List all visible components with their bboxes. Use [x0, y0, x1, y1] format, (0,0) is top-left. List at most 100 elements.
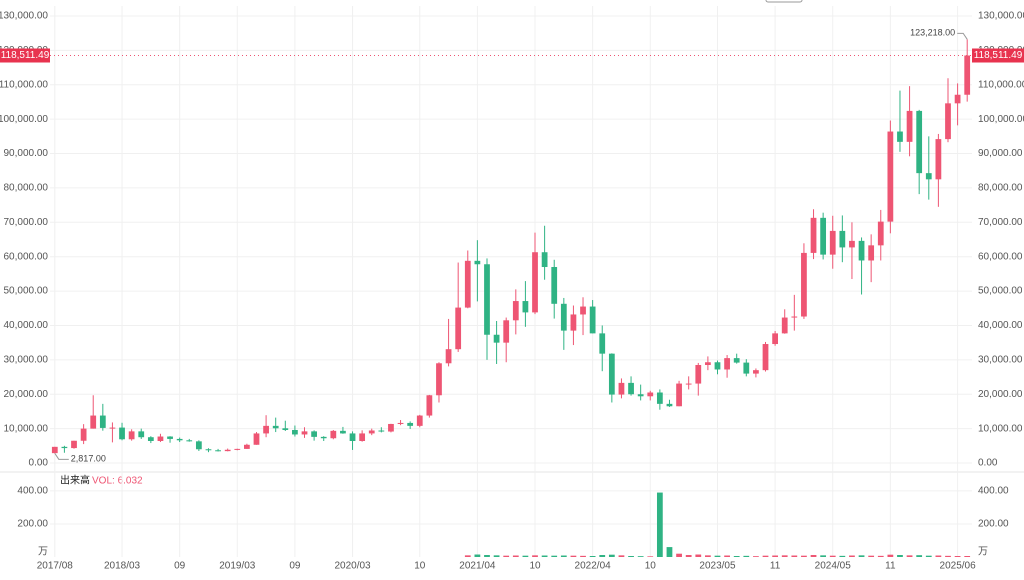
candle-body — [676, 383, 682, 407]
volume-bar — [829, 555, 836, 557]
candle-body — [916, 110, 923, 174]
volume-bar — [484, 555, 490, 557]
y-tick-label-right: 0.00 — [978, 458, 998, 469]
volume-tick-label-right: 400.00 — [978, 486, 1009, 497]
volume-bar — [676, 553, 682, 557]
volume-bar — [935, 555, 942, 557]
candle-body — [522, 301, 529, 313]
x-tick-label: 2023/05 — [699, 561, 736, 572]
candle-body — [887, 131, 894, 222]
y-tick-label: 0.00 — [29, 458, 49, 469]
y-tick-label: 80,000.00 — [4, 183, 49, 194]
candle-body — [762, 344, 769, 371]
candle-body — [234, 448, 241, 450]
volume-bar — [560, 555, 567, 557]
candle-body — [772, 333, 778, 345]
y-tick-label-right: 40,000.00 — [978, 320, 1023, 331]
candle-body — [618, 382, 625, 395]
volume-bar — [685, 555, 692, 557]
candle-body — [205, 449, 212, 451]
volume-bar — [762, 555, 769, 557]
candle-body — [781, 317, 788, 334]
candle-body — [224, 449, 231, 452]
candle-body — [340, 430, 346, 434]
y-tick-label-right: 30,000.00 — [978, 354, 1023, 365]
volume-tick-label: 400.00 — [17, 486, 48, 497]
volume-bar — [628, 556, 634, 557]
candle-body — [195, 441, 202, 450]
candle-body — [705, 362, 711, 366]
candle-body — [90, 415, 97, 429]
candle-body — [589, 306, 596, 334]
candle-body — [935, 139, 942, 180]
candle-body — [484, 264, 490, 335]
candle-body — [532, 252, 538, 313]
candle-body — [51, 446, 58, 454]
y-tick-label-right: 70,000.00 — [978, 217, 1023, 228]
volume-bar — [897, 555, 903, 557]
volume-bar — [464, 555, 471, 557]
candle-body — [512, 301, 519, 321]
candle-body — [849, 240, 855, 248]
x-tick-label: 10 — [529, 561, 541, 572]
candle-body — [801, 252, 807, 317]
volume-bar — [849, 555, 855, 557]
candle-body — [436, 363, 442, 396]
candle-body — [455, 307, 462, 350]
volume-bar — [724, 555, 730, 557]
candle-body — [119, 427, 125, 440]
volume-bar — [801, 555, 807, 557]
volume-bar — [954, 556, 961, 557]
volume-bar — [820, 555, 827, 557]
volume-bar — [503, 555, 510, 557]
min-label: 2,817.00 — [71, 454, 106, 464]
volume-bar — [839, 555, 846, 557]
candle-body — [868, 245, 875, 261]
candle-body — [215, 450, 221, 452]
candle-body — [656, 392, 663, 404]
candle-body — [964, 55, 971, 95]
y-tick-label-right: 130,000.00 — [978, 11, 1024, 22]
volume-bar — [608, 554, 615, 557]
volume-bar — [541, 555, 548, 557]
volume-bar — [705, 555, 711, 557]
candle-body — [724, 358, 730, 370]
y-tick-label: 10,000.00 — [4, 423, 49, 434]
candle-body — [397, 422, 404, 424]
candle-body — [791, 316, 798, 318]
volume-bar — [781, 555, 788, 557]
volume-bar — [714, 555, 721, 557]
candle-body — [167, 436, 173, 439]
candle-body — [858, 240, 865, 261]
candle-body — [714, 362, 721, 370]
candle-body — [753, 370, 759, 374]
candle-body — [282, 428, 289, 430]
candle-body — [378, 430, 385, 432]
candle-body — [349, 433, 356, 441]
x-tick-label: 2018/03 — [104, 561, 141, 572]
candle-body — [580, 306, 586, 315]
y-tick-label-right: 80,000.00 — [978, 183, 1023, 194]
volume-bar — [656, 492, 663, 557]
volume-bar — [945, 555, 951, 557]
candle-body — [810, 217, 817, 253]
y-tick-label-right: 110,000.00 — [978, 79, 1024, 90]
y-tick-label: 60,000.00 — [4, 251, 49, 262]
toolbar-button[interactable] — [765, 0, 803, 3]
volume-bar — [733, 556, 740, 557]
price-tag-bg-right — [972, 48, 1024, 63]
candle-body — [80, 428, 87, 441]
x-tick-label: 2017/08 — [37, 561, 74, 572]
candle-body — [176, 438, 183, 441]
x-tick-label: 10 — [645, 561, 657, 572]
volume-bar — [772, 555, 778, 557]
x-tick-label: 11 — [885, 561, 896, 572]
candle-body — [292, 429, 298, 435]
candle-body — [186, 440, 193, 442]
candle-body — [464, 260, 471, 308]
volume-bar — [753, 556, 759, 557]
candle-body — [493, 334, 500, 343]
volume-bar — [877, 555, 884, 557]
volume-bar — [743, 555, 750, 557]
